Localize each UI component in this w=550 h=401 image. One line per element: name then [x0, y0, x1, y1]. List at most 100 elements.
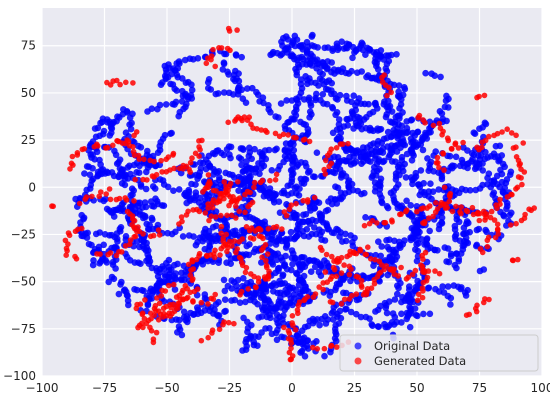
- generated-data-point: [346, 296, 353, 302]
- generated-data-point: [430, 213, 436, 220]
- generated-data-point: [217, 252, 223, 258]
- generated-data-point: [225, 119, 231, 126]
- original-data-point: [238, 161, 245, 169]
- original-data-point: [99, 115, 107, 122]
- generated-data-point: [243, 224, 250, 230]
- original-data-point: [298, 253, 306, 261]
- original-data-point: [424, 285, 432, 292]
- generated-data-point: [420, 117, 426, 123]
- generated-data-point: [220, 321, 226, 328]
- original-data-point: [275, 198, 283, 205]
- original-data-point: [141, 199, 149, 206]
- generated-data-point: [242, 269, 249, 276]
- original-data-point: [235, 154, 243, 161]
- generated-data-point: [141, 156, 147, 163]
- original-data-point: [408, 234, 416, 242]
- generated-data-point: [463, 207, 470, 214]
- generated-data-point: [132, 176, 138, 183]
- original-data-point: [406, 323, 414, 331]
- original-data-point: [265, 102, 272, 109]
- original-data-point: [258, 259, 265, 266]
- original-data-point: [110, 213, 118, 220]
- original-data-point: [345, 183, 353, 191]
- original-data-point: [480, 266, 488, 273]
- original-data-point: [290, 291, 298, 298]
- original-data-point: [319, 91, 327, 98]
- generated-data-point: [486, 133, 492, 140]
- generated-data-point: [63, 252, 69, 258]
- original-data-point: [235, 173, 243, 181]
- generated-data-point: [211, 254, 218, 261]
- generated-data-point: [229, 198, 235, 204]
- original-data-point: [188, 86, 196, 94]
- original-data-point: [385, 57, 393, 65]
- original-data-point: [466, 228, 474, 236]
- generated-data-point: [236, 254, 243, 261]
- generated-data-point: [353, 291, 360, 297]
- generated-data-point: [153, 329, 160, 336]
- original-data-point: [226, 151, 233, 158]
- original-data-point: [170, 65, 177, 72]
- original-data-point: [336, 307, 344, 315]
- original-data-point: [420, 310, 427, 318]
- generated-data-point: [395, 273, 402, 279]
- original-data-point: [145, 226, 153, 233]
- generated-data-point: [289, 313, 296, 319]
- generated-data-point: [338, 301, 345, 307]
- generated-data-point: [367, 255, 374, 262]
- generated-data-point: [455, 145, 462, 151]
- generated-data-point: [311, 194, 318, 201]
- generated-data-point: [304, 197, 311, 203]
- original-data-point: [321, 352, 328, 360]
- generated-data-point: [508, 191, 514, 198]
- legend-box: [339, 334, 539, 372]
- generated-data-point: [458, 204, 465, 210]
- x-tick-label: 25: [347, 381, 362, 395]
- original-data-point: [414, 312, 421, 320]
- generated-data-point: [212, 214, 219, 220]
- generated-data-point: [424, 274, 431, 281]
- generated-data-point: [323, 157, 329, 164]
- generated-data-point: [320, 280, 327, 286]
- x-tick-label: 100: [531, 381, 550, 395]
- original-data-point: [181, 313, 188, 321]
- generated-data-point: [357, 246, 363, 253]
- original-data-point: [133, 169, 140, 176]
- original-data-point: [466, 187, 474, 194]
- original-data-point: [323, 100, 331, 108]
- generated-data-point: [150, 339, 157, 346]
- generated-data-point: [317, 244, 324, 251]
- original-data-point: [391, 296, 399, 303]
- original-data-point: [374, 141, 381, 148]
- original-data-point: [111, 147, 118, 155]
- generated-data-point: [134, 228, 140, 235]
- generated-data-point: [267, 177, 273, 184]
- generated-data-point: [381, 72, 388, 78]
- original-data-point: [338, 38, 346, 45]
- original-data-point: [252, 245, 259, 253]
- generated-data-point: [218, 230, 224, 237]
- generated-data-point: [466, 311, 473, 318]
- original-data-point: [407, 202, 415, 209]
- original-data-point: [284, 182, 292, 190]
- x-tick-label: 50: [409, 381, 424, 395]
- generated-data-point: [191, 288, 198, 295]
- generated-data-point: [130, 148, 137, 155]
- x-tick-label: −50: [154, 381, 179, 395]
- generated-data-point: [264, 129, 270, 135]
- original-data-point: [201, 291, 209, 298]
- original-data-point: [384, 323, 392, 331]
- original-data-point: [381, 98, 388, 105]
- generated-data-point: [328, 146, 335, 152]
- generated-data-point: [435, 160, 441, 166]
- generated-data-point: [263, 257, 269, 264]
- y-tick-label: −75: [11, 322, 36, 336]
- original-data-point: [205, 76, 213, 83]
- original-data-point: [348, 67, 355, 75]
- generated-data-point: [64, 248, 70, 254]
- generated-data-point: [346, 271, 353, 278]
- generated-data-point: [486, 296, 492, 303]
- generated-data-point: [491, 217, 498, 223]
- original-data-point: [180, 308, 188, 316]
- original-data-point: [290, 37, 297, 44]
